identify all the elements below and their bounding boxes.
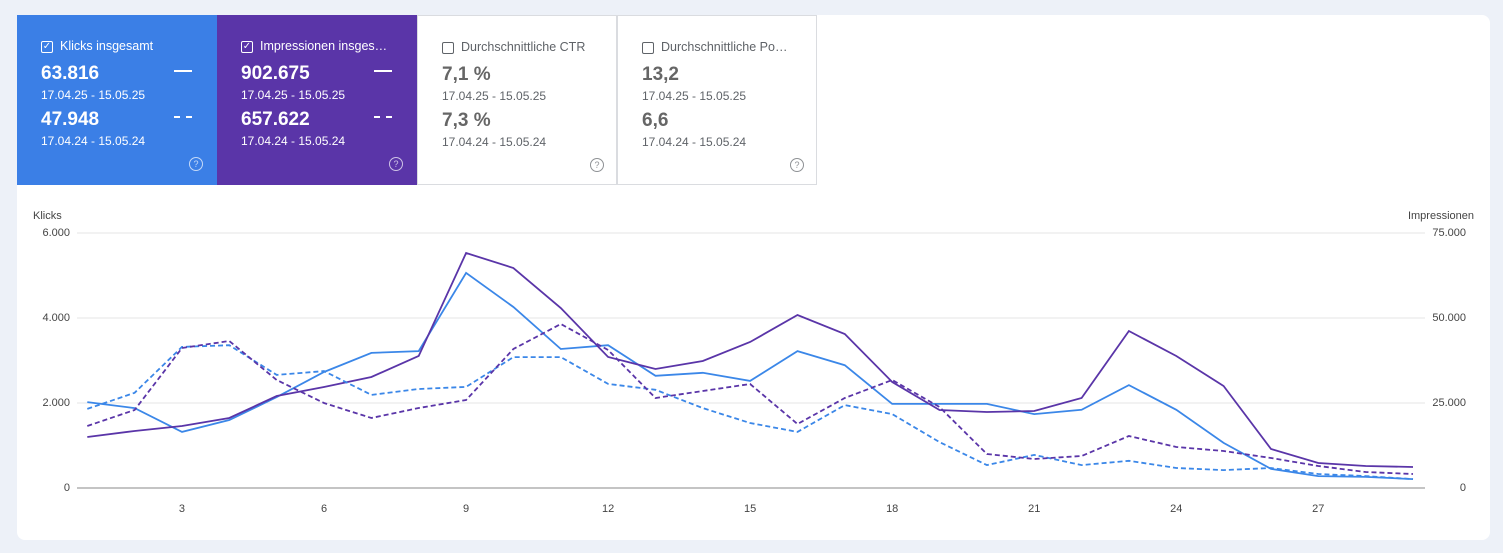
compare-value: 47.948: [41, 109, 100, 130]
x-tick-label: 27: [1312, 503, 1324, 515]
help-icon: ?: [389, 157, 403, 171]
x-tick-label: 6: [321, 503, 327, 515]
x-tick-label: 3: [179, 503, 185, 515]
checkbox: ✓: [241, 41, 253, 53]
compare-value: 657.622: [241, 109, 310, 130]
y2-axis-label: Impressionen: [1408, 210, 1474, 222]
x-tick-label: 9: [463, 503, 469, 515]
metric-value: 63.816: [41, 63, 100, 84]
x-tick-label: 21: [1028, 503, 1040, 515]
y2-tick-label: 75.000: [1432, 227, 1466, 239]
metric-label: Durchschnittliche CTR: [461, 40, 586, 54]
checkbox: [442, 42, 454, 54]
checkbox: [642, 42, 654, 54]
checkbox: ✓: [41, 41, 53, 53]
metric-value: 902.675: [241, 63, 310, 84]
line-icon: [374, 70, 392, 72]
metric-period: 17.04.25 - 15.05.25: [442, 89, 547, 103]
help-icon: ?: [189, 157, 203, 171]
x-tick-label: 15: [744, 503, 756, 515]
y-tick-label: 6.000: [42, 227, 70, 239]
y2-tick-label: 0: [1460, 482, 1466, 494]
metric-value: 7,1 %: [442, 64, 491, 85]
metric-card[interactable]: Durchschnittliche CTR 7,1 % 17.04.25 - 15.…: [417, 15, 617, 185]
series-line: [87, 251, 1414, 468]
help-icon: ?: [790, 158, 804, 172]
x-tick-label: 18: [886, 503, 898, 515]
series-line: [87, 271, 1414, 480]
compare-value: 7,3 %: [442, 110, 491, 131]
compare-period: 17.04.24 - 15.05.24: [442, 135, 547, 149]
help-icon: ?: [590, 158, 604, 172]
metric-label: Klicks insgesamt: [60, 39, 154, 53]
series-line: [87, 322, 1414, 475]
x-tick-label: 24: [1170, 503, 1182, 515]
compare-period: 17.04.24 - 15.05.24: [241, 134, 346, 148]
x-tick-label: 12: [602, 503, 614, 515]
metric-period: 17.04.25 - 15.05.25: [41, 88, 146, 102]
metric-period: 17.04.25 - 15.05.25: [241, 88, 346, 102]
compare-period: 17.04.24 - 15.05.24: [642, 135, 747, 149]
line-icon: [174, 70, 192, 72]
metric-card[interactable]: Durchschnittliche Po… 13,2 17.04.25 - 15.0…: [617, 15, 817, 185]
metric-card[interactable]: ✓ Impressionen insges… 902.675 17.04.25 - 1…: [217, 15, 417, 185]
dashed-line-icon: [174, 116, 192, 118]
y-tick-label: 0: [64, 482, 70, 494]
y-tick-label: 4.000: [42, 312, 70, 324]
metric-label: Impressionen insges…: [260, 39, 388, 53]
metric-card[interactable]: ✓ Klicks insgesamt 63.816 17.04.25 - 15.05.…: [17, 15, 217, 185]
compare-value: 6,6: [642, 110, 669, 131]
metric-label: Durchschnittliche Po…: [661, 40, 788, 54]
y2-tick-label: 50.000: [1432, 312, 1466, 324]
metric-value: 13,2: [642, 64, 679, 85]
y2-tick-label: 25.000: [1432, 397, 1466, 409]
dashed-line-icon: [374, 116, 392, 118]
series-line: [87, 344, 1414, 480]
y-axis-label: Klicks: [33, 210, 62, 222]
y-tick-label: 2.000: [42, 397, 70, 409]
metric-period: 17.04.25 - 15.05.25: [642, 89, 747, 103]
compare-period: 17.04.24 - 15.05.24: [41, 134, 146, 148]
